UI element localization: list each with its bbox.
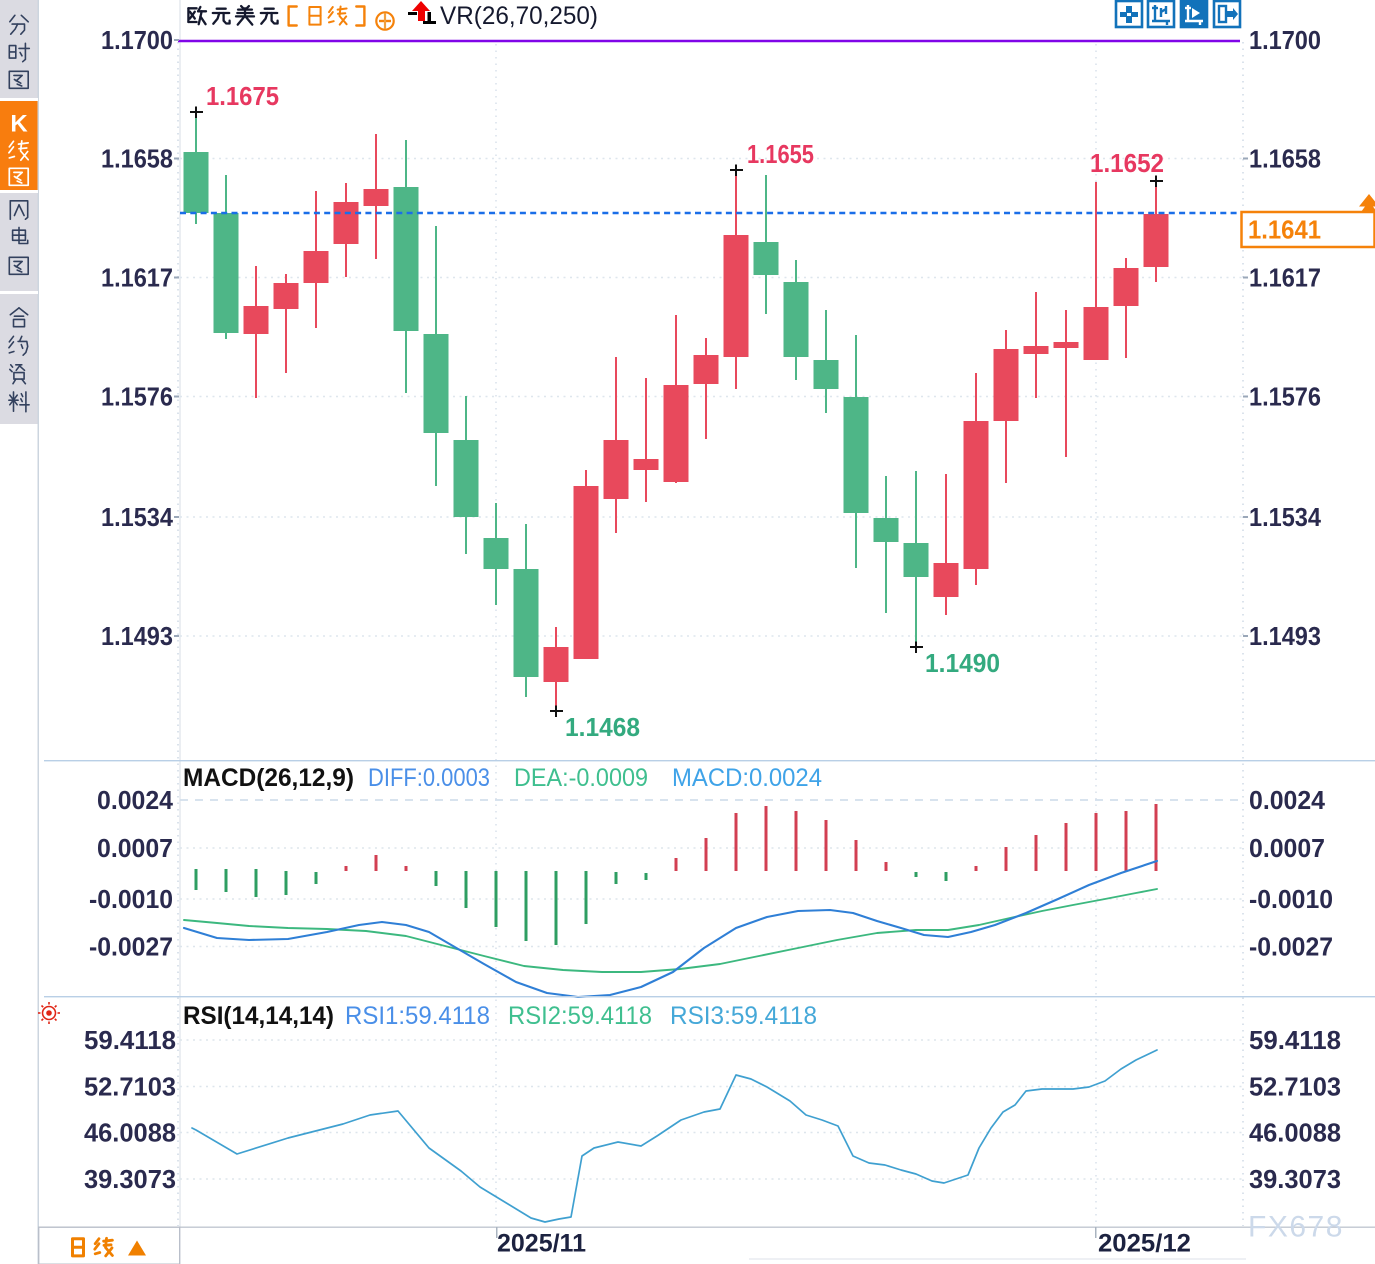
svg-text:-0.0010: -0.0010 (1249, 884, 1333, 914)
svg-text:-0.0027: -0.0027 (89, 932, 173, 962)
svg-text:2025/12: 2025/12 (1098, 1230, 1191, 1258)
svg-text:1.1534: 1.1534 (1249, 502, 1321, 532)
svg-text:RSI(14,14,14): RSI(14,14,14) (183, 1002, 334, 1030)
svg-text:-0.0010: -0.0010 (89, 884, 173, 914)
svg-text:1.1468: 1.1468 (565, 712, 640, 742)
svg-text:K: K (10, 111, 28, 138)
svg-text:1.1652: 1.1652 (1090, 148, 1164, 178)
svg-text:1.1534: 1.1534 (101, 502, 173, 532)
svg-text:-0.0027: -0.0027 (1249, 932, 1333, 962)
svg-text:RSI1:59.4118: RSI1:59.4118 (345, 1002, 490, 1030)
svg-text:0.0007: 0.0007 (97, 833, 173, 863)
svg-text:1.1641: 1.1641 (1248, 215, 1321, 245)
svg-text:1.1658: 1.1658 (101, 144, 173, 174)
svg-text:39.3073: 39.3073 (84, 1164, 176, 1194)
svg-text:FX678: FX678 (1248, 1211, 1344, 1244)
svg-text:1.1700: 1.1700 (101, 25, 173, 55)
svg-text:1.1493: 1.1493 (1249, 621, 1321, 651)
svg-text:VR(26,70,250): VR(26,70,250) (440, 2, 598, 30)
svg-text:52.7103: 52.7103 (1249, 1072, 1341, 1102)
svg-text:46.0088: 46.0088 (1249, 1118, 1341, 1148)
svg-text:1.1576: 1.1576 (101, 382, 173, 412)
svg-text:59.4118: 59.4118 (1249, 1025, 1341, 1055)
svg-text:1.1576: 1.1576 (1249, 382, 1321, 412)
svg-text:1.1700: 1.1700 (1249, 25, 1321, 55)
svg-text:MACD:0.0024: MACD:0.0024 (672, 764, 822, 792)
svg-text:0.0007: 0.0007 (1249, 833, 1325, 863)
svg-text:0.0024: 0.0024 (1249, 785, 1326, 815)
svg-text:RSI3:59.4118: RSI3:59.4118 (670, 1002, 817, 1030)
svg-text:2025/11: 2025/11 (497, 1230, 586, 1258)
svg-text:1.1617: 1.1617 (1249, 263, 1321, 293)
svg-text:1.1675: 1.1675 (206, 81, 279, 111)
svg-text:DIFF:0.0003: DIFF:0.0003 (368, 764, 490, 792)
svg-text:RSI2:59.4118: RSI2:59.4118 (508, 1002, 652, 1030)
svg-text:39.3073: 39.3073 (1249, 1164, 1341, 1194)
svg-text:MACD(26,12,9): MACD(26,12,9) (183, 764, 354, 792)
svg-text:1.1493: 1.1493 (101, 621, 173, 651)
svg-text:1.1490: 1.1490 (925, 648, 1000, 678)
svg-text:DEA:-0.0009: DEA:-0.0009 (514, 764, 648, 792)
svg-text:1.1617: 1.1617 (101, 263, 173, 293)
svg-text:52.7103: 52.7103 (84, 1072, 176, 1102)
svg-text:1.1655: 1.1655 (747, 139, 814, 169)
svg-text:59.4118: 59.4118 (84, 1025, 176, 1055)
svg-text:46.0088: 46.0088 (84, 1118, 176, 1148)
svg-text:1.1658: 1.1658 (1249, 144, 1321, 174)
svg-text:0.0024: 0.0024 (97, 785, 174, 815)
